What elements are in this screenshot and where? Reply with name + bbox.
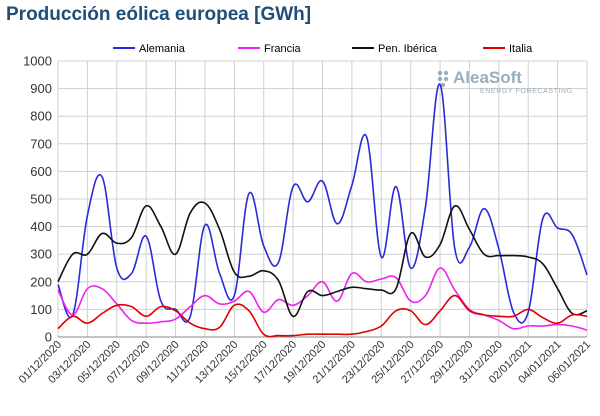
aleasoft-logo: AleaSoft ENERGY FORECASTING [437, 68, 573, 95]
series-line-pen-iberica [57, 201, 588, 318]
logo-mark-icon [437, 70, 449, 88]
y-tick-label: 300 [30, 247, 52, 262]
x-axis-ticks: 01/12/202003/12/202005/12/202007/12/2020… [17, 339, 593, 386]
y-tick-label: 400 [30, 219, 52, 234]
legend-label-francia: Francia [264, 43, 302, 55]
y-tick-label: 0 [45, 330, 52, 345]
series-line-italia [57, 294, 588, 338]
logo-tagline: ENERGY FORECASTING [480, 88, 573, 95]
logo-name: AleaSoft [453, 68, 522, 87]
y-tick-label: 1000 [23, 54, 52, 69]
y-tick-label: 700 [30, 136, 52, 151]
series-line-alemania [57, 83, 588, 324]
legend-label-pen-iberica: Pen. Ibérica [378, 43, 438, 55]
legend: Alemania Francia Pen. Ibérica Italia [113, 43, 533, 55]
y-axis-ticks: 0 100 200 300 400 500 600 700 800 900 1000 [23, 54, 52, 345]
y-tick-label: 600 [30, 164, 52, 179]
legend-label-italia: Italia [509, 43, 533, 55]
y-tick-label: 900 [30, 81, 52, 96]
y-tick-label: 200 [30, 274, 52, 289]
series-lines [57, 83, 588, 338]
series-line-francia [57, 267, 588, 331]
y-tick-label: 100 [30, 302, 52, 317]
y-tick-label: 500 [30, 192, 52, 207]
y-tick-label: 800 [30, 109, 52, 124]
legend-label-alemania: Alemania [139, 43, 186, 55]
chart-title: Producción eólica europea [GWh] [6, 4, 312, 25]
